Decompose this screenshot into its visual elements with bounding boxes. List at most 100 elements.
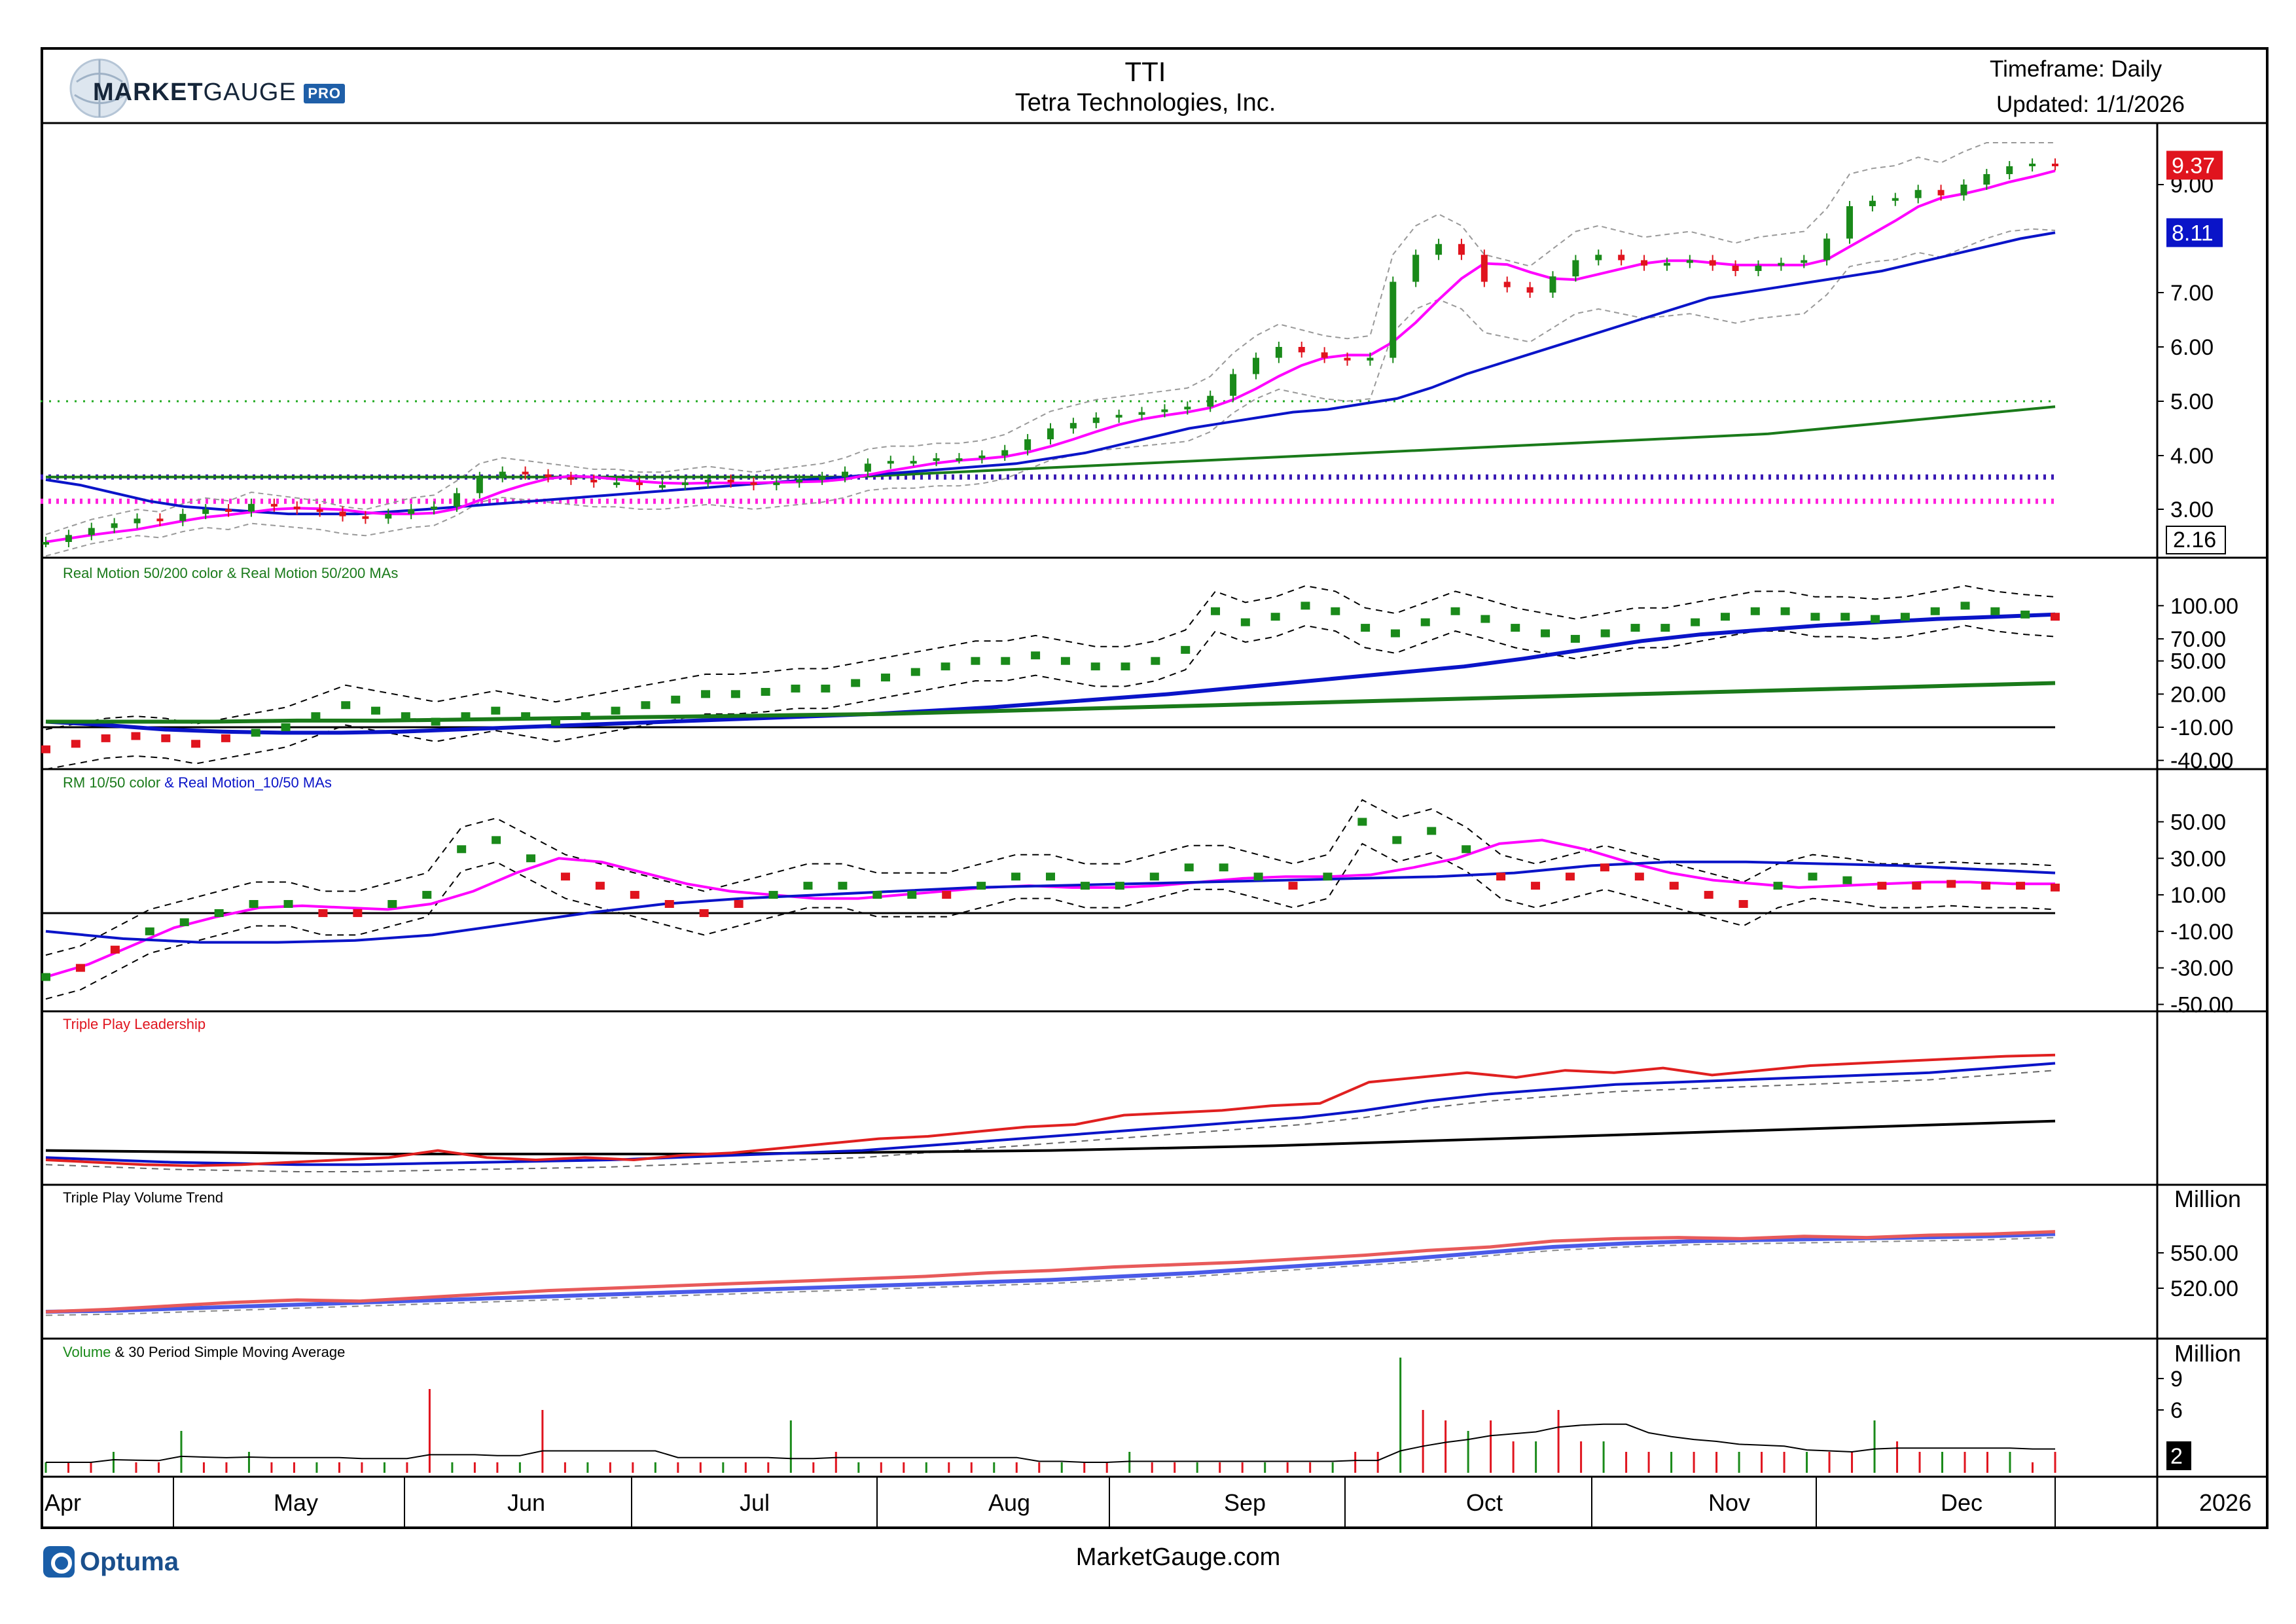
panel-rm2-band-lower [45,842,2056,1000]
panel-rm2-point [803,882,813,890]
candle-body [704,479,711,482]
candle-body [1001,450,1009,456]
panel-rm1-band-lower [45,624,2056,770]
rm50-200-title: Real Motion 50/200 color & Real Motion 5… [63,565,398,581]
price-tick-label-5: 3.00 [2170,497,2214,522]
candle-body [362,516,369,519]
price-ma-green [46,405,2056,478]
tpl-red-line [45,1053,2056,1168]
panel-rm2-band-upper [45,799,2056,956]
panel-rm1-point [1001,657,1011,665]
panel-rm2-point [214,909,224,917]
panel-rm2-point [977,882,986,890]
candle-body [134,518,141,524]
panel-rm2-point [907,891,917,899]
panel-rm1-point [880,674,890,682]
panel-rm2-point [664,900,674,908]
candle-body [43,542,49,545]
candle-body [65,535,72,542]
price-band-upper [45,142,2055,535]
panel-rm1-point [1270,613,1280,621]
last-price-value: 9.37 [2172,153,2215,178]
panel-rm1-point [761,687,770,696]
candle-body [1367,357,1374,361]
volume-title-part2: & 30 Period Simple Moving Average [111,1344,345,1360]
panel-rm1-point [641,701,651,710]
price-band-lower [45,228,2056,557]
candle-body [88,528,95,535]
candle-body [270,503,278,507]
panel-rm1-point [161,734,171,742]
volume-panel: 9 6 2 [45,1358,2191,1473]
volume-last-badge [2166,1441,2191,1470]
candle-body [1344,357,1351,361]
rm10-50-title-part1: RM 10/50 color [63,774,160,791]
price-tick-label-3: 5.00 [2170,389,2214,414]
candle-body [567,477,575,480]
panel-rm1-band-upper [45,585,2056,731]
candle-body [887,461,894,464]
panel-rm2-point [1738,900,1748,908]
x-axis-label-4: Aug [988,1489,1030,1516]
panel-rm2-point [1669,882,1679,890]
tpv-tick-label-1: 520.00 [2170,1276,2238,1301]
panel-rm1-point [1331,607,1340,615]
x-axis-label-9: 2026 [2199,1489,2251,1516]
volume-tick-label-0: 9 [2170,1367,2183,1392]
panel-rm2-point [1080,882,1090,890]
panel-rm2-tick-label-1: 30.00 [2170,846,2226,871]
panel-rm1-point [1570,634,1580,643]
candle-body [1435,244,1443,255]
panel-rm1-point [1660,624,1670,632]
panel-rm1-point [461,712,471,721]
candle-body [727,479,734,482]
x-axis: Apr May Jun Jul Aug Sep Oct Nov Dec 2026 [45,1477,2251,1529]
panel-rm1-point [1930,607,1940,615]
panel-rm1-point [1720,613,1730,621]
panel-rm2-point [145,927,154,935]
x-axis-label-8: Dec [1941,1489,1982,1516]
panel-rm2-point [353,909,363,917]
tpv-red-line [45,1230,2056,1314]
panel-rm1-point [101,734,111,742]
panel-rm1-ma-0 [45,612,2056,735]
panel-rm1-point [1450,607,1460,615]
volume-unit: Million [2174,1340,2241,1367]
marketgauge-logo: MARKETGAUGE PRO [60,52,346,118]
panel-rm2-point [1704,891,1713,899]
panel-rm1-point [791,684,800,693]
candle-body [1641,260,1648,266]
panel-rm2-point [2016,882,2026,890]
candle-body [1983,174,1990,185]
panel-rm1-point [131,732,141,740]
candle-body [1572,260,1579,277]
triple-play-leadership-panel [45,1053,2056,1172]
candle-body [819,477,826,480]
panel-rm1-tick-label-4: -10.00 [2170,715,2233,740]
timeframe-label: Timeframe: Daily [1990,56,2162,82]
candle-body [1526,287,1534,293]
candle-body [247,503,255,512]
price-panel: 9.007.006.005.004.003.009.378.112.16 [41,142,2226,557]
candle-body [1503,281,1511,287]
panel-rm2-point [1808,873,1818,881]
panel-rm1-point [1031,651,1041,660]
panel-rm2-point [630,891,639,899]
x-axis-label-3: Jul [740,1489,770,1516]
panel-rm1-point [521,712,531,721]
candle-body [956,458,963,461]
panel-rm2-tick-label-0: 50.00 [2170,810,2226,835]
candle-body [1846,206,1854,239]
panel-rm1-point [1480,615,1490,623]
panel-rm2-point [422,891,432,899]
panel-rm1-point [1511,624,1520,632]
candle-body [1184,406,1191,410]
candle-body [1390,281,1397,358]
candle-body [613,482,620,485]
candle-body [636,482,643,486]
panel-rm2-point [1046,873,1055,881]
panel-rm2-point [492,836,501,844]
panel-rm1-point [401,712,410,721]
candle-body [2052,164,2058,166]
panel-rm1-point [251,729,260,737]
